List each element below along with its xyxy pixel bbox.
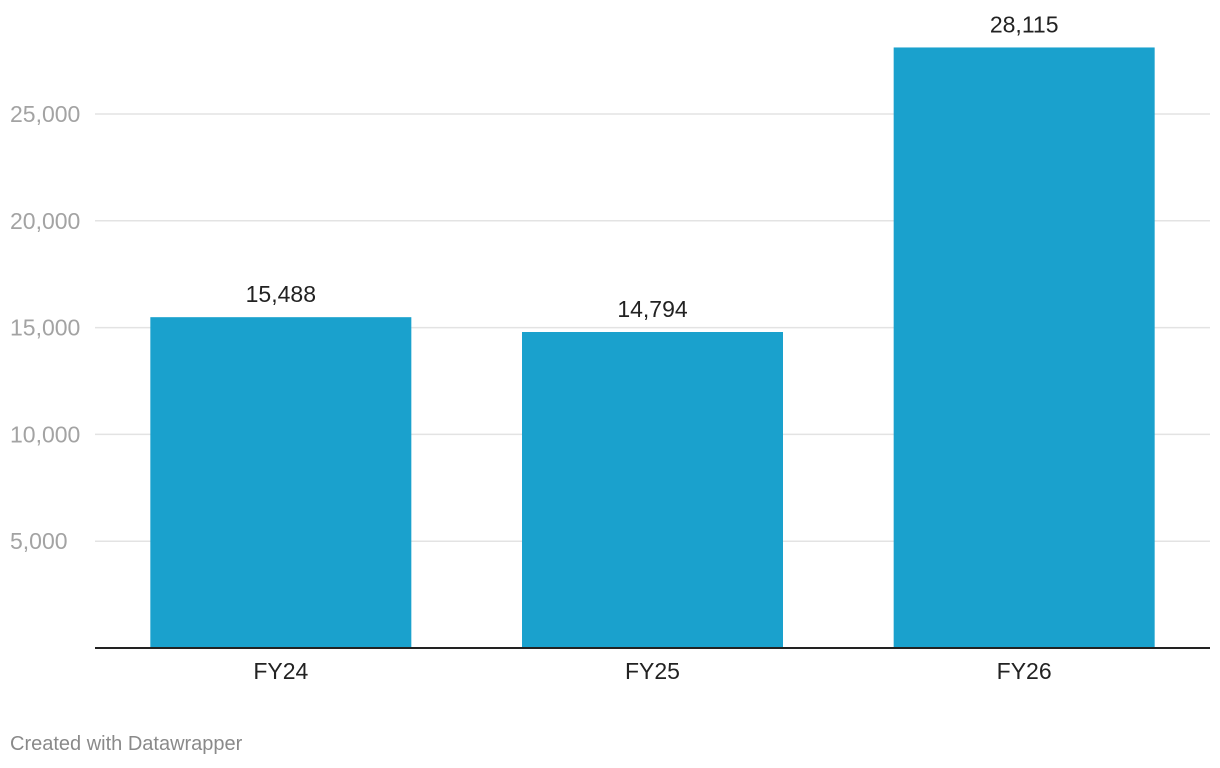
data-label: 15,488 bbox=[246, 281, 316, 307]
x-tick-label: FY24 bbox=[253, 658, 308, 684]
y-tick-label: 25,000 bbox=[10, 101, 80, 127]
bar-fy25 bbox=[522, 332, 783, 648]
x-tick-label: FY26 bbox=[997, 658, 1052, 684]
bars bbox=[150, 47, 1155, 648]
y-tick-label: 5,000 bbox=[10, 528, 68, 554]
x-tick-label: FY25 bbox=[625, 658, 680, 684]
data-label: 14,794 bbox=[617, 296, 688, 322]
y-tick-label: 20,000 bbox=[10, 208, 80, 234]
bar-fy26 bbox=[893, 47, 1155, 648]
y-tick-label: 10,000 bbox=[10, 421, 80, 447]
x-axis-tick-labels: FY24 FY25 FY26 bbox=[253, 658, 1051, 684]
y-tick-label: 15,000 bbox=[10, 315, 80, 341]
chart-credit: Created with Datawrapper bbox=[10, 733, 243, 755]
data-label: 28,115 bbox=[990, 11, 1059, 37]
y-axis-tick-labels: 5,000 10,000 15,000 20,000 25,000 bbox=[10, 101, 80, 554]
data-labels: 15,488 14,794 28,115 bbox=[246, 11, 1059, 322]
bar-fy24 bbox=[150, 317, 412, 648]
